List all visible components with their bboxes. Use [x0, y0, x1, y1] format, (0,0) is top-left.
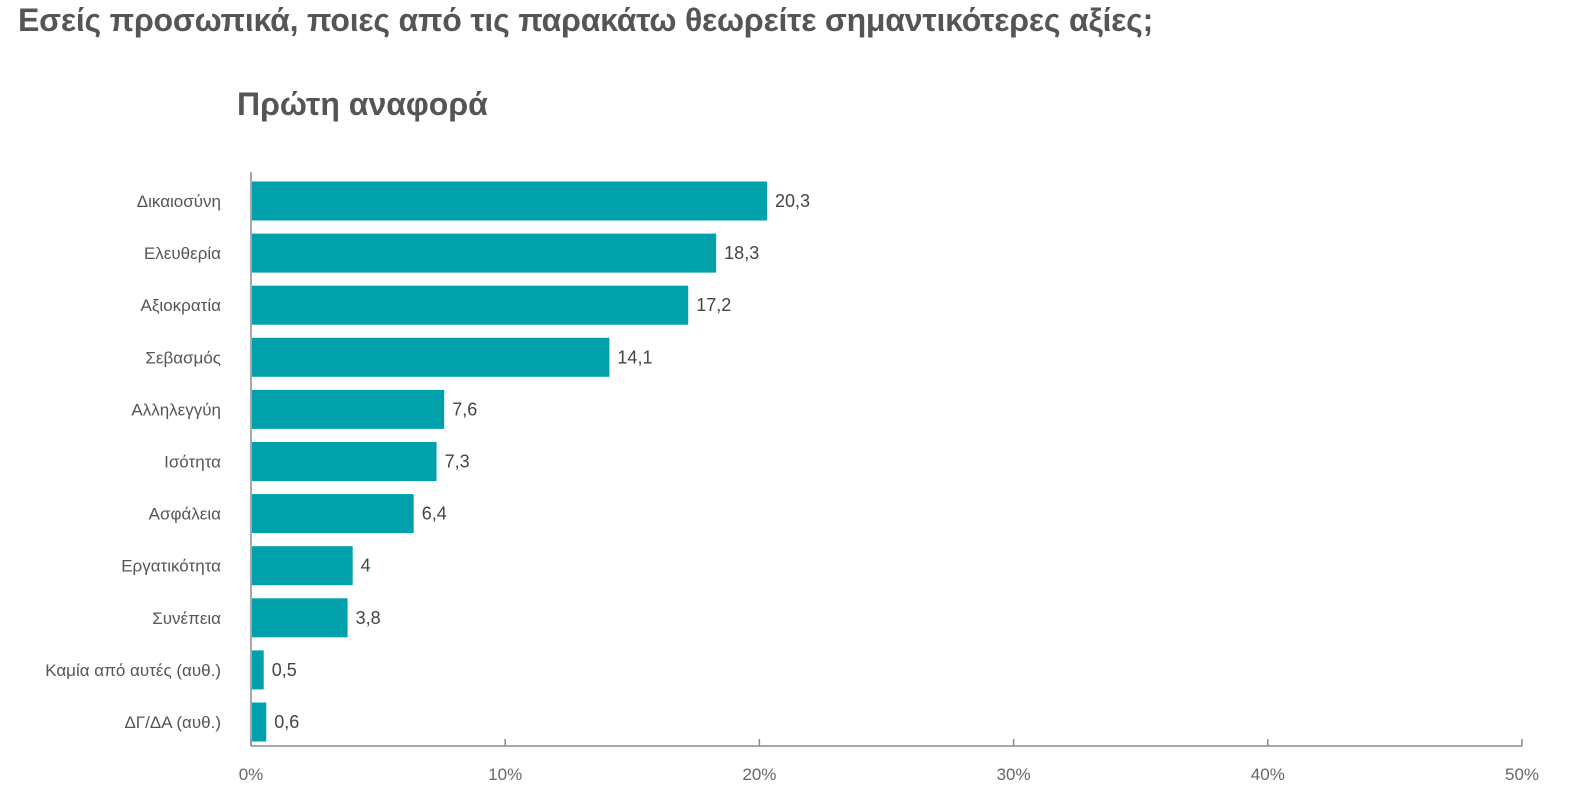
x-tick-label: 20% — [742, 765, 776, 784]
category-label: Ισότητα — [164, 453, 221, 472]
bar — [252, 337, 610, 377]
category-label: Ελευθερία — [144, 244, 221, 263]
bar — [252, 233, 717, 273]
value-label: 6,4 — [422, 504, 447, 524]
value-label: 0,6 — [274, 712, 299, 732]
category-label: Ασφάλεια — [149, 505, 222, 524]
value-label: 18,3 — [724, 243, 759, 263]
category-label: Αλληλεγγύη — [131, 400, 221, 419]
value-label: 4 — [361, 556, 371, 576]
category-label: Εργατικότητα — [121, 557, 221, 576]
bar — [252, 650, 264, 690]
bar — [252, 494, 414, 534]
category-label: Καμία από αυτές (αυθ.) — [45, 661, 221, 680]
value-label: 3,8 — [356, 608, 381, 628]
x-tick-label: 40% — [1251, 765, 1285, 784]
bar — [252, 285, 689, 325]
value-label: 7,3 — [445, 452, 470, 472]
page-title: Εσείς προσωπικά, ποιες από τις παρακάτω … — [18, 2, 1154, 38]
x-tick-label: 50% — [1505, 765, 1539, 784]
value-label: 0,5 — [272, 660, 297, 680]
bar — [252, 546, 353, 586]
axes — [250, 172, 1523, 747]
value-label: 7,6 — [452, 399, 477, 419]
category-label: ΔΓ/ΔΑ (αυθ.) — [124, 713, 221, 732]
category-label: Δικαιοσύνη — [137, 192, 221, 211]
x-tick-label: 10% — [488, 765, 522, 784]
chart-title: Πρώτη αναφορά — [237, 86, 488, 122]
x-tick-label: 30% — [997, 765, 1031, 784]
value-label: 14,1 — [617, 347, 652, 367]
bar — [252, 181, 768, 221]
value-label: 20,3 — [775, 191, 810, 211]
value-label: 17,2 — [696, 295, 731, 315]
bar — [252, 389, 445, 429]
bars-layer — [252, 181, 768, 742]
bar — [252, 442, 437, 481]
bar — [252, 598, 348, 638]
labels-layer: Δικαιοσύνη 20,3 Ελευθερία 18,3 Αξιοκρατία 17,… — [45, 191, 1539, 784]
x-tick-label: 0% — [239, 765, 264, 784]
category-label: Σεβασμός — [145, 348, 221, 367]
category-label: Συνέπεια — [152, 609, 221, 628]
category-label: Αξιοκρατία — [140, 296, 221, 315]
bar — [252, 702, 267, 742]
